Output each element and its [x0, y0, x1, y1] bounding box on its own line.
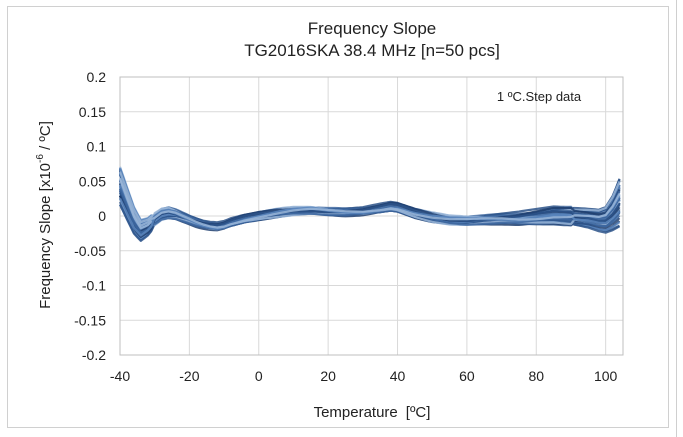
series-line [118, 174, 621, 228]
y-tick-label: -0.05 [74, 243, 106, 259]
series-lines [118, 166, 621, 242]
chart-title: Frequency Slope [308, 19, 437, 38]
x-axis-label: Temperature [ºC] [314, 404, 431, 421]
y-axis-label-unit: / ºC] [37, 121, 54, 154]
y-axis-label-main: Frequency Slope [x10 [37, 163, 54, 309]
x-tick-label: 0 [255, 368, 263, 384]
y-axis-label-exponent: -6 [35, 154, 46, 163]
plot-area-border [119, 76, 624, 356]
x-tick-label: 20 [320, 368, 336, 384]
x-axis-label-unit: [ºC] [406, 404, 431, 421]
x-tick-label: 60 [459, 368, 475, 384]
y-tick-label: -0.1 [82, 278, 106, 294]
y-tick-label: 0 [98, 208, 106, 224]
x-tick-label: 80 [528, 368, 544, 384]
step-annotation: 1 ºC.Step data [497, 89, 582, 104]
x-axis-label-text: Temperature [314, 404, 398, 421]
axes: -40 -20 0 20 40 60 80 100 -0.2 -0.15 -0.1 -0.05 0 0.0… [74, 69, 617, 384]
y-axis-label: Frequency Slope [x10-6 / ºC] [35, 121, 54, 309]
chart-subtitle: TG2016SKA 38.4 MHz [n=50 pcs] [244, 41, 500, 60]
series-line [118, 177, 621, 229]
x-tick-label: 40 [390, 368, 406, 384]
y-tick-label: 0.2 [87, 69, 107, 85]
y-tick-label: 0.05 [79, 173, 106, 189]
x-tick-label: 100 [594, 368, 618, 384]
window-edge [676, 0, 677, 437]
y-tick-label: 0.15 [79, 104, 106, 120]
y-tick-label: -0.15 [74, 312, 106, 328]
x-tick-label: -20 [179, 368, 199, 384]
x-tick-label: -40 [110, 368, 130, 384]
y-tick-label: 0.1 [87, 139, 107, 155]
y-tick-label: -0.2 [82, 347, 106, 363]
